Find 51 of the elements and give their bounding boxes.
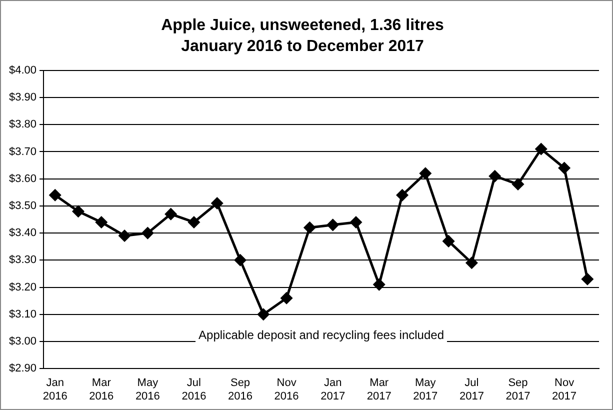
point xyxy=(258,308,270,320)
y-tick-label: $2.90 xyxy=(8,362,37,375)
point xyxy=(512,178,524,190)
point xyxy=(350,216,362,228)
point xyxy=(535,143,547,155)
x-tick-label: Sep 2017 xyxy=(506,377,530,402)
y-tick-label: $3.00 xyxy=(8,336,37,348)
point xyxy=(558,162,570,174)
y-tick-label: $3.40 xyxy=(8,227,37,240)
x-tick-label: Sep 2016 xyxy=(228,377,252,402)
point xyxy=(582,273,594,285)
y-tick-label: $3.10 xyxy=(8,308,37,320)
chart-title: Apple Juice, unsweetened, 1.36 litres xyxy=(161,17,444,34)
x-tick-label: Mar 2017 xyxy=(366,377,392,402)
x-tick-label: Jan 2016 xyxy=(42,377,68,402)
y-tick-label: $3.50 xyxy=(8,200,37,212)
y-tick-label: $4.00 xyxy=(8,64,37,76)
point xyxy=(304,222,316,234)
x-tick-label: Mar 2016 xyxy=(89,377,114,402)
point xyxy=(165,208,177,220)
point xyxy=(211,197,223,209)
point xyxy=(188,216,200,228)
y-tick-label: $3.60 xyxy=(8,172,37,185)
point xyxy=(72,206,84,218)
x-tick-label: Nov 2017 xyxy=(552,377,577,402)
point xyxy=(96,216,108,228)
y-tick-label: $3.80 xyxy=(8,118,37,131)
point xyxy=(466,257,478,269)
point xyxy=(396,189,408,201)
point xyxy=(49,189,61,201)
point xyxy=(234,254,246,266)
x-tick-label: Jan 2017 xyxy=(320,377,346,402)
x-tick-label: Jul 2016 xyxy=(182,377,206,402)
point xyxy=(489,170,501,182)
point xyxy=(142,227,154,239)
annotation: Applicable deposit and recycling fees included xyxy=(198,328,444,342)
point xyxy=(442,235,454,247)
chart-subtitle: January 2016 to December 2017 xyxy=(181,38,424,56)
point xyxy=(420,168,432,180)
x-tick-label: Jul 2017 xyxy=(459,377,484,402)
y-tick-label: $3.20 xyxy=(8,281,37,294)
point xyxy=(118,230,130,242)
x-tick-label: May 2016 xyxy=(135,377,160,402)
x-tick-label: May 2017 xyxy=(413,377,438,402)
x-tick-label: Nov 2016 xyxy=(274,377,299,402)
point xyxy=(280,292,292,304)
point xyxy=(373,278,385,290)
y-tick-label: $3.30 xyxy=(8,254,37,266)
y-tick-label: $3.70 xyxy=(8,146,37,158)
y-tick-label: $3.90 xyxy=(8,92,37,104)
point xyxy=(327,219,339,231)
